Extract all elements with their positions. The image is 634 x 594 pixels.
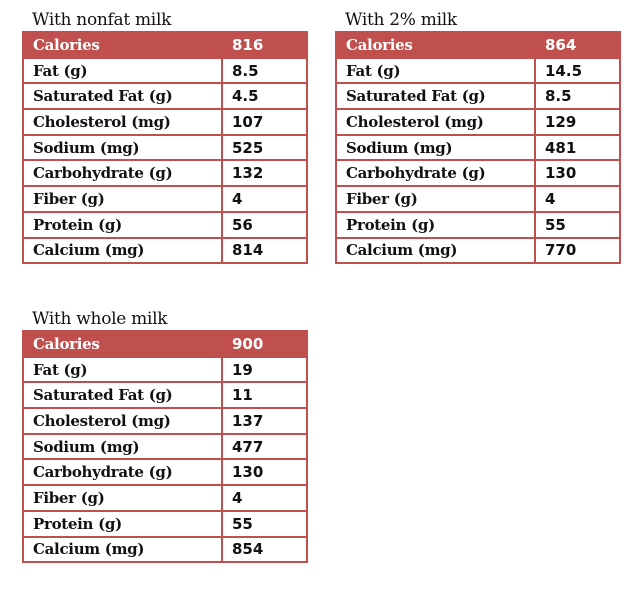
table-row: Carbohydrate (g) 132 — [22, 159, 308, 188]
nutrient-label: Fat (g) — [335, 56, 536, 85]
nutrient-value: 107 — [221, 108, 308, 136]
table-row: Fiber (g) 4 — [22, 185, 308, 213]
nutrient-value: 477 — [221, 432, 308, 461]
nutrient-value: 56 — [221, 210, 308, 239]
table-row: Saturated Fat (g) 4.5 — [22, 82, 308, 111]
nutrient-label: Sodium (mg) — [335, 133, 536, 162]
nutrition-table: Calories 864 Fat (g) 14.5 Saturated Fat (g) 8… — [335, 31, 621, 265]
nutrient-value: 816 — [221, 31, 308, 59]
nutrient-label: Calories — [22, 330, 223, 358]
nutrient-value: 525 — [221, 133, 308, 162]
table-row: Protein (g) 56 — [22, 210, 308, 239]
nutrient-label: Calories — [22, 31, 223, 59]
nutrient-label: Protein (g) — [335, 210, 536, 239]
nutrient-value: 4 — [221, 185, 308, 213]
nutrient-label: Fat (g) — [22, 355, 223, 384]
nutrient-label: Calcium (mg) — [335, 236, 536, 265]
table-row: Carbohydrate (g) 130 — [335, 159, 621, 188]
nutrient-label: Sodium (mg) — [22, 432, 223, 461]
nutrient-value: 4 — [221, 484, 308, 512]
table-row: Saturated Fat (g) 8.5 — [335, 82, 621, 111]
nutrition-table: Calories 816 Fat (g) 8.5 Saturated Fat (g) 4.… — [22, 31, 308, 265]
table-row: Cholesterol (mg) 129 — [335, 108, 621, 136]
nutrient-value: 130 — [221, 458, 308, 487]
nutrient-value: 11 — [221, 381, 308, 410]
nutrient-label: Calories — [335, 31, 536, 59]
table-row: Protein (g) 55 — [22, 509, 308, 538]
nutrient-value: 864 — [534, 31, 621, 59]
nutrient-label: Saturated Fat (g) — [335, 82, 536, 111]
nutrient-value: 4.5 — [221, 82, 308, 111]
nutrient-value: 770 — [534, 236, 621, 265]
table-title: With whole milk — [32, 309, 168, 329]
nutrient-value: 130 — [534, 159, 621, 188]
nutrient-label: Carbohydrate (g) — [335, 159, 536, 188]
nutrient-label: Cholesterol (mg) — [22, 108, 223, 136]
table-row: Fat (g) 19 — [22, 355, 308, 384]
table-row: Sodium (mg) 525 — [22, 133, 308, 162]
table-title: With 2% milk — [345, 10, 457, 30]
nutrient-label: Fiber (g) — [22, 185, 223, 213]
nutrient-value: 137 — [221, 407, 308, 435]
nutrient-label: Fiber (g) — [22, 484, 223, 512]
nutrient-label: Saturated Fat (g) — [22, 381, 223, 410]
table-row: Calcium (mg) 770 — [335, 236, 621, 265]
nutrition-block-whole: With whole milk Calories 900 Fat (g) 19 Satu… — [22, 308, 308, 564]
table-row: Cholesterol (mg) 137 — [22, 407, 308, 435]
nutrition-table: Calories 900 Fat (g) 19 Saturated Fat (g) 11 C… — [22, 330, 308, 564]
nutrient-label: Carbohydrate (g) — [22, 159, 223, 188]
nutrient-label: Fat (g) — [22, 56, 223, 85]
nutrition-block-nonfat: With nonfat milk Calories 816 Fat (g) 8.5 Sa… — [22, 9, 308, 265]
table-row: Calcium (mg) 854 — [22, 535, 308, 564]
nutrient-value: 55 — [221, 509, 308, 538]
table-row: Calcium (mg) 814 — [22, 236, 308, 265]
table-header-row: Calories 816 — [22, 31, 308, 59]
nutrient-label: Calcium (mg) — [22, 236, 223, 265]
nutrient-value: 129 — [534, 108, 621, 136]
nutrient-label: Carbohydrate (g) — [22, 458, 223, 487]
table-row: Fat (g) 14.5 — [335, 56, 621, 85]
nutrient-value: 55 — [534, 210, 621, 239]
table-row: Fiber (g) 4 — [335, 185, 621, 213]
nutrient-label: Fiber (g) — [335, 185, 536, 213]
table-header-row: Calories 900 — [22, 330, 308, 358]
nutrient-value: 132 — [221, 159, 308, 188]
table-header-row: Calories 864 — [335, 31, 621, 59]
nutrient-value: 8.5 — [221, 56, 308, 85]
nutrient-label: Cholesterol (mg) — [335, 108, 536, 136]
nutrient-label: Protein (g) — [22, 210, 223, 239]
table-row: Sodium (mg) 477 — [22, 432, 308, 461]
nutrient-value: 900 — [221, 330, 308, 358]
nutrient-value: 854 — [221, 535, 308, 564]
nutrient-value: 8.5 — [534, 82, 621, 111]
table-title: With nonfat milk — [32, 10, 172, 30]
nutrient-label: Cholesterol (mg) — [22, 407, 223, 435]
nutrition-block-2pct: With 2% milk Calories 864 Fat (g) 14.5 Satur… — [335, 9, 621, 265]
nutrient-value: 19 — [221, 355, 308, 384]
table-row: Sodium (mg) 481 — [335, 133, 621, 162]
table-row: Fat (g) 8.5 — [22, 56, 308, 85]
nutrient-label: Saturated Fat (g) — [22, 82, 223, 111]
nutrient-value: 4 — [534, 185, 621, 213]
nutrient-value: 481 — [534, 133, 621, 162]
table-row: Saturated Fat (g) 11 — [22, 381, 308, 410]
nutrient-label: Calcium (mg) — [22, 535, 223, 564]
nutrient-value: 14.5 — [534, 56, 621, 85]
table-row: Cholesterol (mg) 107 — [22, 108, 308, 136]
table-row: Carbohydrate (g) 130 — [22, 458, 308, 487]
nutrient-label: Protein (g) — [22, 509, 223, 538]
nutrient-label: Sodium (mg) — [22, 133, 223, 162]
table-row: Fiber (g) 4 — [22, 484, 308, 512]
table-row: Protein (g) 55 — [335, 210, 621, 239]
nutrient-value: 814 — [221, 236, 308, 265]
